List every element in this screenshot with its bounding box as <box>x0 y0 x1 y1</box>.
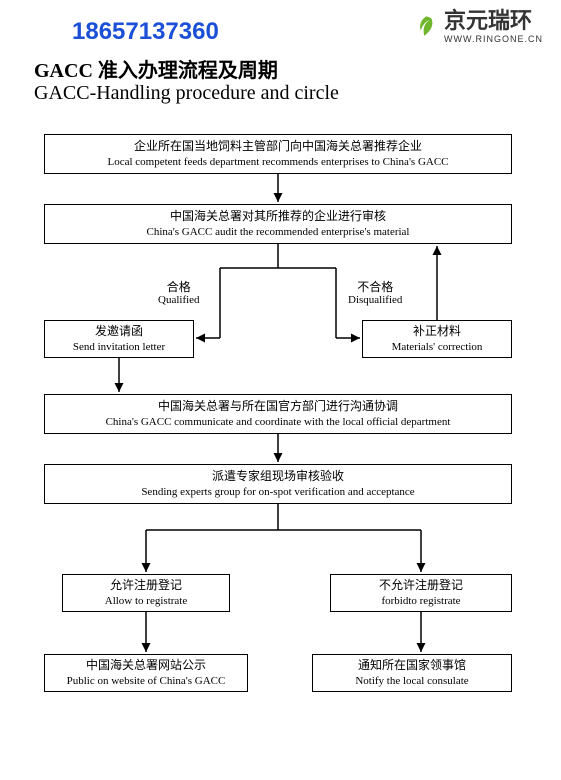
flow-step-onspot: 派遣专家组现场审核验收 Sending experts group for on… <box>44 464 512 504</box>
step-cn: 派遣专家组现场审核验收 <box>212 469 344 485</box>
step-en: Local competent feeds department recomme… <box>107 155 448 169</box>
flow-step-invitation: 发邀请函 Send invitation letter <box>44 320 194 358</box>
flow-step-coordinate: 中国海关总署与所在国官方部门进行沟通协调 China's GACC commun… <box>44 394 512 434</box>
leaf-icon <box>412 13 440 41</box>
step-en: Notify the local consulate <box>355 674 468 688</box>
label-cn: 合格 <box>158 280 200 294</box>
step-en: Allow to registrate <box>105 594 187 608</box>
logo-brand-cn: 京元瑞环 <box>444 10 543 32</box>
flow-step-correction: 补正材料 Materials' correction <box>362 320 512 358</box>
label-cn: 不合格 <box>348 280 402 294</box>
step-en: Public on website of China's GACC <box>67 674 226 688</box>
step-en: forbidto registrate <box>381 594 460 608</box>
flow-step-public: 中国海关总署网站公示 Public on website of China's … <box>44 654 248 692</box>
step-en: Sending experts group for on-spot verifi… <box>141 485 414 499</box>
step-cn: 发邀请函 <box>95 324 143 340</box>
phone-number: 18657137360 <box>72 18 219 46</box>
brand-logo: 京元瑞环 WWW.RINGONE.CN <box>412 10 543 44</box>
step-en: China's GACC audit the recommended enter… <box>146 225 409 239</box>
page-title-en: GACC-Handling procedure and circle <box>34 82 339 105</box>
flow-step-forbid: 不允许注册登记 forbidto registrate <box>330 574 512 612</box>
flow-step-allow: 允许注册登记 Allow to registrate <box>62 574 230 612</box>
step-cn: 企业所在国当地饲料主管部门向中国海关总署推荐企业 <box>134 139 422 155</box>
step-cn: 中国海关总署网站公示 <box>86 658 206 674</box>
step-cn: 通知所在国家领事馆 <box>358 658 466 674</box>
step-en: Send invitation letter <box>73 340 165 354</box>
page-title-cn: GACC 准入办理流程及周期 <box>34 54 278 83</box>
flow-step-recommend: 企业所在国当地饲料主管部门向中国海关总署推荐企业 Local competent… <box>44 134 512 174</box>
label-en: Disqualified <box>348 294 402 307</box>
step-en: Materials' correction <box>392 340 483 354</box>
step-cn: 中国海关总署与所在国官方部门进行沟通协调 <box>158 399 398 415</box>
logo-url: WWW.RINGONE.CN <box>444 34 543 44</box>
logo-text-block: 京元瑞环 WWW.RINGONE.CN <box>444 10 543 44</box>
label-disqualified: 不合格 Disqualified <box>348 280 402 308</box>
step-cn: 补正材料 <box>413 324 461 340</box>
flow-step-audit: 中国海关总署对其所推荐的企业进行审核 China's GACC audit th… <box>44 204 512 244</box>
step-cn: 中国海关总署对其所推荐的企业进行审核 <box>170 209 386 225</box>
flow-step-notify: 通知所在国家领事馆 Notify the local consulate <box>312 654 512 692</box>
label-qualified: 合格 Qualified <box>158 280 200 308</box>
label-en: Qualified <box>158 294 200 307</box>
step-cn: 允许注册登记 <box>110 578 182 594</box>
step-en: China's GACC communicate and coordinate … <box>106 415 451 429</box>
step-cn: 不允许注册登记 <box>379 578 463 594</box>
